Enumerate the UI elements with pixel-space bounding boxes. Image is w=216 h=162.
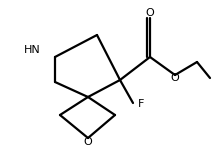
Text: O: O bbox=[171, 73, 179, 83]
Text: O: O bbox=[146, 8, 154, 18]
Text: HN: HN bbox=[24, 45, 40, 55]
Text: O: O bbox=[84, 137, 92, 147]
Text: F: F bbox=[138, 99, 144, 109]
